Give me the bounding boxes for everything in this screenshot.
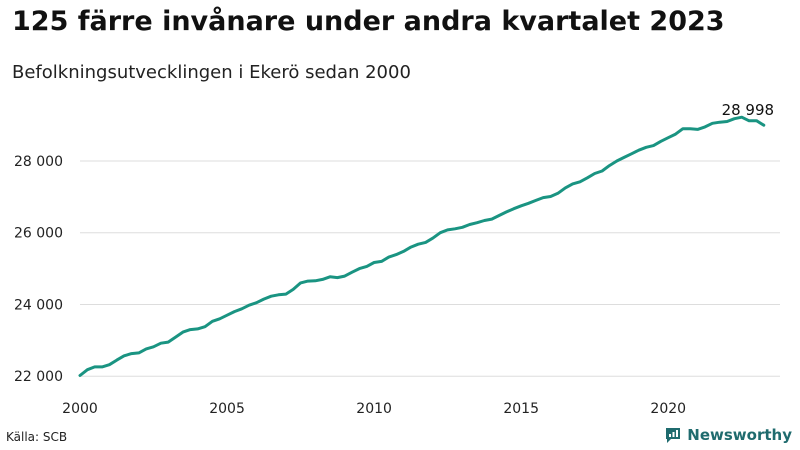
- x-tick-label: 2010: [356, 401, 392, 417]
- y-tick-label: 24 000: [14, 297, 63, 313]
- x-tick-label: 2020: [650, 401, 686, 417]
- y-tick-label: 26 000: [14, 226, 63, 242]
- chart-title: 125 färre invånare under andra kvartalet…: [12, 6, 725, 37]
- grid-lines: [80, 160, 780, 377]
- x-tick-label: 2005: [209, 401, 245, 417]
- axis-labels: 22 000 24 000 26 000 28 000 2000 2005 2010 2015…: [14, 154, 686, 417]
- series-layer: [78, 115, 766, 377]
- last-value-label: 28 998: [722, 101, 775, 119]
- brand-logo: Newsworthy: [664, 426, 792, 444]
- x-tick-label: 2015: [503, 401, 539, 417]
- source-note: Källa: SCB: [6, 430, 68, 444]
- annotation-layer: 28 998: [722, 101, 775, 119]
- chart-subtitle: Befolkningsutvecklingen i Ekerö sedan 20…: [12, 62, 411, 83]
- y-tick-label: 28 000: [14, 154, 63, 170]
- y-tick-label: 22 000: [14, 369, 63, 385]
- series-line: [78, 115, 766, 377]
- x-tick-label: 2000: [62, 401, 98, 417]
- newsworthy-logo-icon: [666, 428, 681, 443]
- brand-name: Newsworthy: [687, 426, 792, 444]
